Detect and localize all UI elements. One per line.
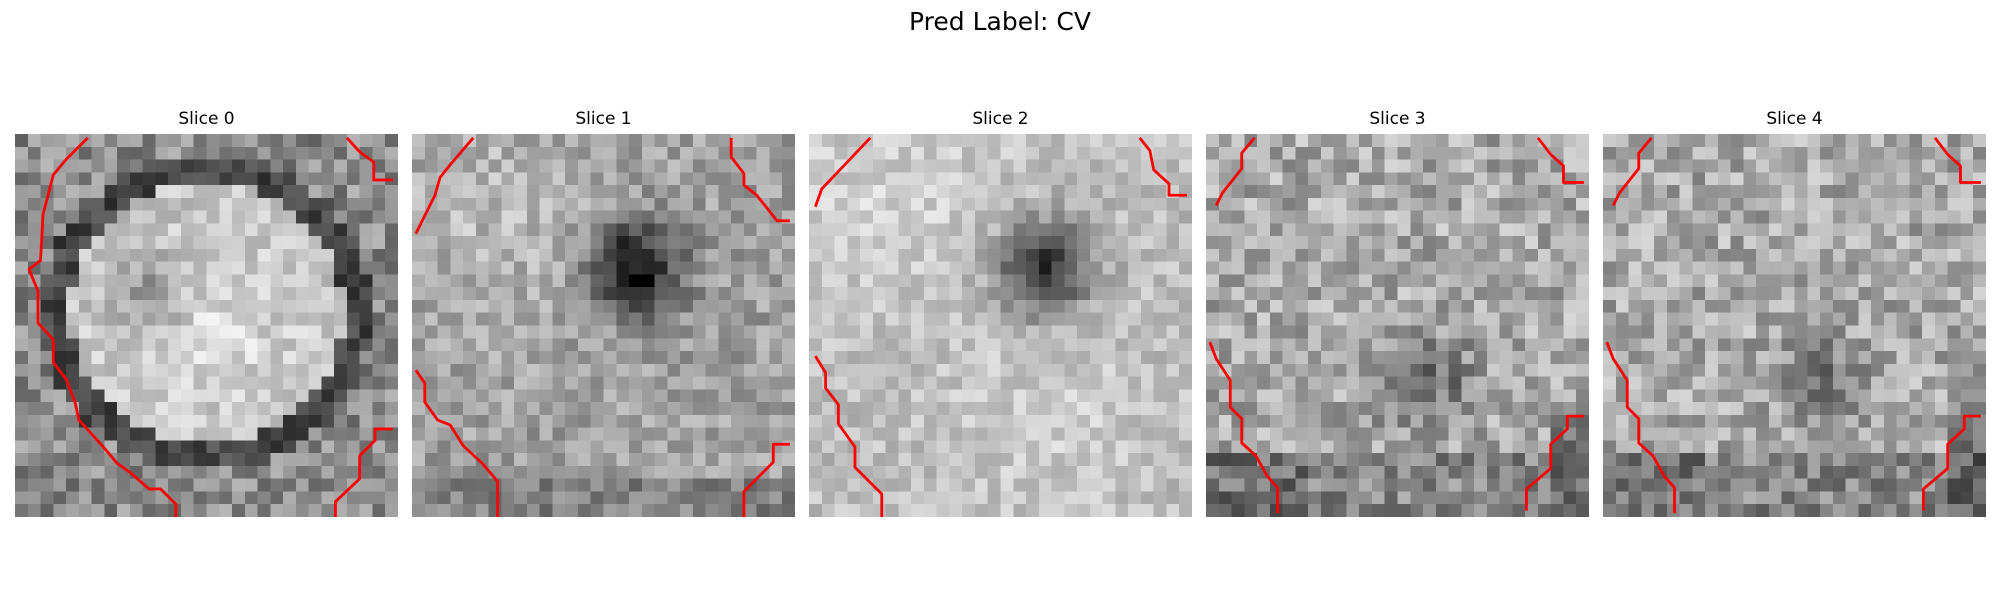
contour-line — [1525, 414, 1584, 511]
contour-line — [345, 136, 393, 182]
contour-line — [814, 136, 872, 208]
contour-line — [334, 427, 393, 517]
contour-line — [729, 137, 790, 223]
figure-title: Pred Label: CV — [909, 7, 1091, 36]
segmentation-contours — [1208, 136, 1584, 514]
contour-line — [1536, 136, 1584, 184]
pixel-grid — [1206, 134, 1589, 517]
slice-title: Slice 3 — [1369, 109, 1426, 129]
slice-image — [1206, 134, 1589, 517]
contour-line — [27, 136, 178, 517]
contour-line — [1605, 341, 1676, 514]
slice-image — [1603, 134, 1986, 517]
contour-line — [1933, 136, 1981, 184]
contour-line — [1922, 414, 1981, 511]
slice-panel-0: Slice 0 — [15, 108, 398, 517]
slice-panel-3: Slice 3 — [1206, 108, 1589, 517]
contour-line — [814, 355, 884, 517]
pixel-grid — [1603, 134, 1986, 517]
pixel-grid — [15, 134, 398, 517]
contour-line — [742, 442, 790, 517]
slice-panel-1: Slice 1 — [412, 108, 795, 517]
slice-title: Slice 2 — [972, 109, 1029, 129]
segmentation-contours — [1605, 136, 1981, 514]
contour-line — [414, 369, 499, 517]
slice-title: Slice 4 — [1766, 109, 1823, 129]
slice-image — [412, 134, 795, 517]
contour-line — [1611, 136, 1653, 207]
contour-line — [414, 136, 475, 235]
slice-panel-2: Slice 2 — [809, 108, 1192, 517]
slice-image — [15, 134, 398, 517]
contour-line — [1214, 136, 1256, 207]
segmentation-contours — [27, 136, 393, 517]
pixel-grid — [809, 134, 1192, 517]
slice-panel-4: Slice 4 — [1603, 108, 1986, 517]
contour-line — [1138, 136, 1187, 197]
slice-title: Slice 1 — [575, 109, 632, 129]
slice-title: Slice 0 — [178, 109, 235, 129]
slice-image — [809, 134, 1192, 517]
segmentation-contours — [814, 136, 1187, 517]
segmentation-contours — [414, 136, 790, 517]
contour-line — [1208, 341, 1279, 514]
pixel-grid — [412, 134, 795, 517]
